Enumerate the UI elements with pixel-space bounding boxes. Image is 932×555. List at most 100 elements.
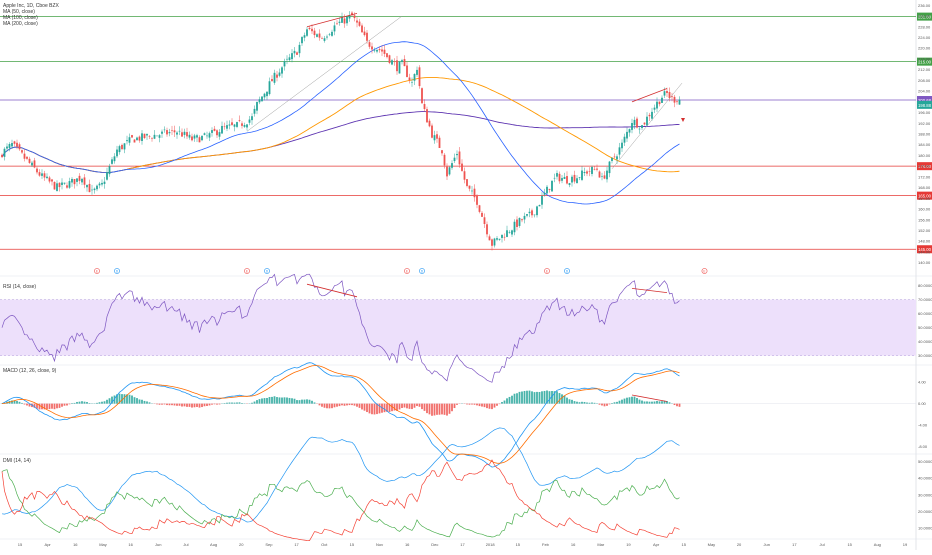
candle-body <box>606 171 608 180</box>
macd-hist-bar <box>419 404 421 407</box>
candle-body <box>44 173 46 177</box>
macd-hist-bar <box>404 404 406 408</box>
macd-hist-bar <box>659 401 661 403</box>
macd-hist-bar <box>236 402 238 403</box>
macd-hist-bar <box>321 404 323 407</box>
macd-hist-bar <box>166 404 168 405</box>
candle-body <box>471 191 473 192</box>
macd-hist-bar <box>346 404 348 406</box>
candle-body <box>541 196 543 205</box>
candle-body <box>544 193 546 195</box>
macd-hist-bar <box>99 402 101 403</box>
price-tick-label: 148.00 <box>918 239 931 244</box>
candle-body <box>244 125 246 127</box>
candle-body <box>491 239 493 245</box>
macd-hist-bar <box>674 404 676 405</box>
candle-body <box>304 35 306 37</box>
macd-hist-bar <box>51 404 53 409</box>
x-tick-label: May <box>708 542 716 547</box>
rsi-tick-label: 70.0000 <box>918 297 932 302</box>
candle-body <box>386 53 388 57</box>
candle-body <box>196 135 198 137</box>
candles <box>1 11 680 250</box>
macd-hist-bar <box>616 402 618 404</box>
macd-hist-bar <box>256 400 258 404</box>
candle-body <box>559 174 561 181</box>
candle-body <box>276 75 278 78</box>
dmi-label: DMI (14, 14) <box>3 458 31 464</box>
candle-body <box>224 126 226 127</box>
macd-hist-bar <box>636 398 638 404</box>
rsi-legend: RSI (14, close) <box>3 284 36 290</box>
candle-body <box>144 134 146 138</box>
ma200-label: MA (200, close) <box>3 21 59 27</box>
candle-body <box>521 219 523 220</box>
macd-hist-bar <box>96 403 98 404</box>
candle-body <box>489 236 491 240</box>
candle-body <box>574 175 576 182</box>
macd-hist-bar <box>589 403 591 404</box>
macd-tick-label: 4.00 <box>918 380 927 385</box>
macd-hist-bar <box>49 404 51 409</box>
candle-body <box>394 61 396 62</box>
ma100-line <box>2 78 680 173</box>
macd-hist-bar <box>61 404 63 407</box>
price-tick-label: 188.00 <box>918 132 931 137</box>
macd-hist-bar <box>16 401 18 404</box>
candle-body <box>504 237 506 238</box>
candle-body <box>449 167 451 174</box>
candle-body <box>586 171 588 173</box>
candle-body <box>204 133 206 135</box>
candle-body <box>526 214 528 216</box>
macd-hist-bar <box>69 404 71 405</box>
macd-hist-bar <box>334 404 336 408</box>
macd-hist-bar <box>516 393 518 403</box>
candle-body <box>591 167 593 174</box>
macd-hist-bar <box>594 403 596 404</box>
candle-body <box>651 112 653 119</box>
x-tick-label: Jul <box>183 542 188 547</box>
candle-body <box>136 138 138 141</box>
candle-body <box>124 143 126 149</box>
macd-hist-bar <box>284 397 286 403</box>
macd-hist-bar <box>669 402 671 403</box>
macd-hist-bar <box>439 404 441 415</box>
macd-hist-bar <box>196 404 198 407</box>
macd-hist-bar <box>514 394 516 404</box>
candle-body <box>396 60 398 71</box>
x-tick-label: Aug <box>874 542 881 547</box>
macd-hist-bar <box>374 404 376 415</box>
candle-body <box>539 205 541 206</box>
macd-hist-bar <box>649 402 651 404</box>
macd-hist-bar <box>146 401 148 403</box>
macd-hist-bar <box>651 402 653 404</box>
macd-hist-bar <box>579 402 581 403</box>
candle-body <box>499 239 501 240</box>
candle-body <box>624 137 626 143</box>
macd-hist-bar <box>654 401 656 403</box>
candle-body <box>216 130 218 135</box>
macd-tick-label: -4.00 <box>918 423 928 428</box>
candle-body <box>211 130 213 133</box>
macd-hist-bar <box>299 400 301 404</box>
macd-hist-bar <box>86 402 88 404</box>
macd-hist-bar <box>336 404 338 407</box>
candle-body <box>21 150 23 152</box>
candle-body <box>519 218 521 226</box>
macd-legend: MACD (12, 26, close, 9) <box>3 368 56 374</box>
price-legend: Apple Inc, 1D, Cboe BZX MA (50, close) M… <box>3 3 59 27</box>
macd-hist-bar <box>366 404 368 412</box>
price-tick-label: 168.00 <box>918 185 931 190</box>
macd-hist-bar <box>501 402 503 404</box>
candle-body <box>41 173 43 175</box>
macd-hist-bar <box>564 396 566 404</box>
macd-hist-bar <box>296 400 298 404</box>
macd-hist-bar <box>26 404 28 406</box>
x-tick-label: 15 <box>516 542 521 547</box>
macd-hist-bar <box>109 398 111 403</box>
candle-body <box>256 102 258 111</box>
candle-body <box>9 144 11 148</box>
macd-hist-bar <box>306 399 308 403</box>
macd-hist-bar <box>149 402 151 403</box>
